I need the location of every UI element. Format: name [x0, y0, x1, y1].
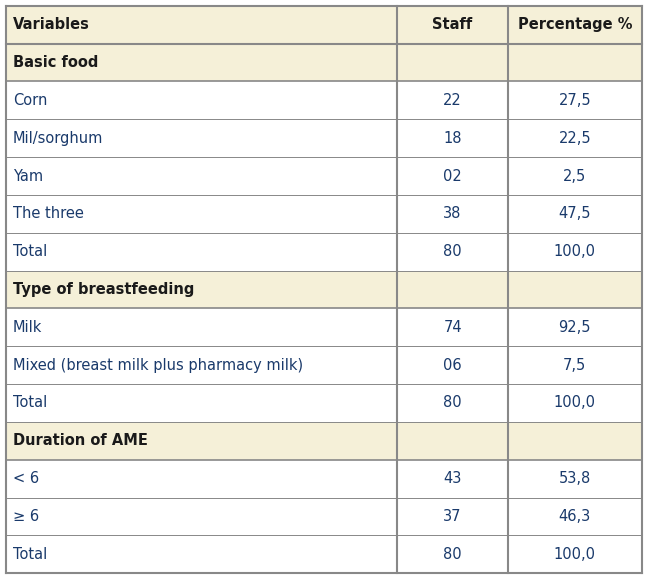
- Text: Mil/sorghum: Mil/sorghum: [13, 131, 103, 146]
- Text: 2,5: 2,5: [563, 168, 586, 184]
- Bar: [6, 536, 397, 573]
- Bar: [6, 157, 397, 195]
- Bar: [508, 309, 642, 346]
- Bar: [397, 6, 508, 43]
- Text: 7,5: 7,5: [563, 358, 586, 373]
- Bar: [6, 346, 397, 384]
- Bar: [508, 233, 642, 270]
- Text: Staff: Staff: [432, 17, 473, 32]
- Text: The three: The three: [13, 206, 84, 221]
- Bar: [397, 82, 508, 119]
- Bar: [508, 82, 642, 119]
- Text: 100,0: 100,0: [554, 244, 596, 259]
- Bar: [397, 346, 508, 384]
- Bar: [508, 497, 642, 536]
- Text: 06: 06: [443, 358, 462, 373]
- Bar: [397, 384, 508, 422]
- Bar: [6, 497, 397, 536]
- Text: Duration of AME: Duration of AME: [13, 433, 148, 448]
- Text: Total: Total: [13, 395, 47, 411]
- Bar: [397, 195, 508, 233]
- Text: 100,0: 100,0: [554, 547, 596, 562]
- Bar: [508, 270, 642, 309]
- Bar: [397, 43, 508, 82]
- Bar: [6, 6, 397, 43]
- Text: 47,5: 47,5: [559, 206, 591, 221]
- Text: 27,5: 27,5: [559, 93, 591, 108]
- Text: Total: Total: [13, 547, 47, 562]
- Bar: [6, 309, 397, 346]
- Text: ≥ 6: ≥ 6: [13, 509, 39, 524]
- Text: Type of breastfeeding: Type of breastfeeding: [13, 282, 194, 297]
- Bar: [397, 157, 508, 195]
- Bar: [508, 119, 642, 157]
- Bar: [6, 270, 397, 309]
- Bar: [508, 536, 642, 573]
- Text: < 6: < 6: [13, 471, 39, 486]
- Text: Variables: Variables: [13, 17, 90, 32]
- Text: 80: 80: [443, 395, 462, 411]
- Text: 74: 74: [443, 320, 462, 335]
- Text: Basic food: Basic food: [13, 55, 98, 70]
- Text: 53,8: 53,8: [559, 471, 591, 486]
- Bar: [397, 119, 508, 157]
- Bar: [508, 346, 642, 384]
- Text: 80: 80: [443, 244, 462, 259]
- Bar: [508, 43, 642, 82]
- Bar: [397, 422, 508, 460]
- Text: 80: 80: [443, 547, 462, 562]
- Bar: [508, 460, 642, 497]
- Text: 22,5: 22,5: [559, 131, 591, 146]
- Text: 22: 22: [443, 93, 462, 108]
- Text: Total: Total: [13, 244, 47, 259]
- Text: 18: 18: [443, 131, 462, 146]
- Bar: [508, 384, 642, 422]
- Bar: [6, 43, 397, 82]
- Text: 37: 37: [443, 509, 462, 524]
- Text: Corn: Corn: [13, 93, 47, 108]
- Text: 43: 43: [443, 471, 462, 486]
- Bar: [397, 233, 508, 270]
- Bar: [6, 119, 397, 157]
- Text: Yam: Yam: [13, 168, 43, 184]
- Text: Milk: Milk: [13, 320, 42, 335]
- Bar: [6, 384, 397, 422]
- Bar: [397, 497, 508, 536]
- Bar: [508, 195, 642, 233]
- Bar: [6, 422, 397, 460]
- Text: 38: 38: [443, 206, 462, 221]
- Bar: [6, 82, 397, 119]
- Text: 02: 02: [443, 168, 462, 184]
- Bar: [397, 460, 508, 497]
- Bar: [397, 270, 508, 309]
- Bar: [508, 422, 642, 460]
- Text: 46,3: 46,3: [559, 509, 591, 524]
- Bar: [6, 195, 397, 233]
- Bar: [397, 536, 508, 573]
- Bar: [6, 233, 397, 270]
- Bar: [508, 6, 642, 43]
- Text: 100,0: 100,0: [554, 395, 596, 411]
- Text: Mixed (breast milk plus pharmacy milk): Mixed (breast milk plus pharmacy milk): [13, 358, 303, 373]
- Text: 92,5: 92,5: [559, 320, 591, 335]
- Text: Percentage %: Percentage %: [518, 17, 632, 32]
- Bar: [6, 460, 397, 497]
- Bar: [508, 157, 642, 195]
- Bar: [397, 309, 508, 346]
